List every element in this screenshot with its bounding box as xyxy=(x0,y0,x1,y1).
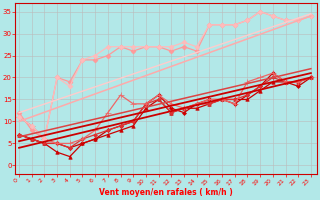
X-axis label: Vent moyen/en rafales ( km/h ): Vent moyen/en rafales ( km/h ) xyxy=(100,188,233,197)
